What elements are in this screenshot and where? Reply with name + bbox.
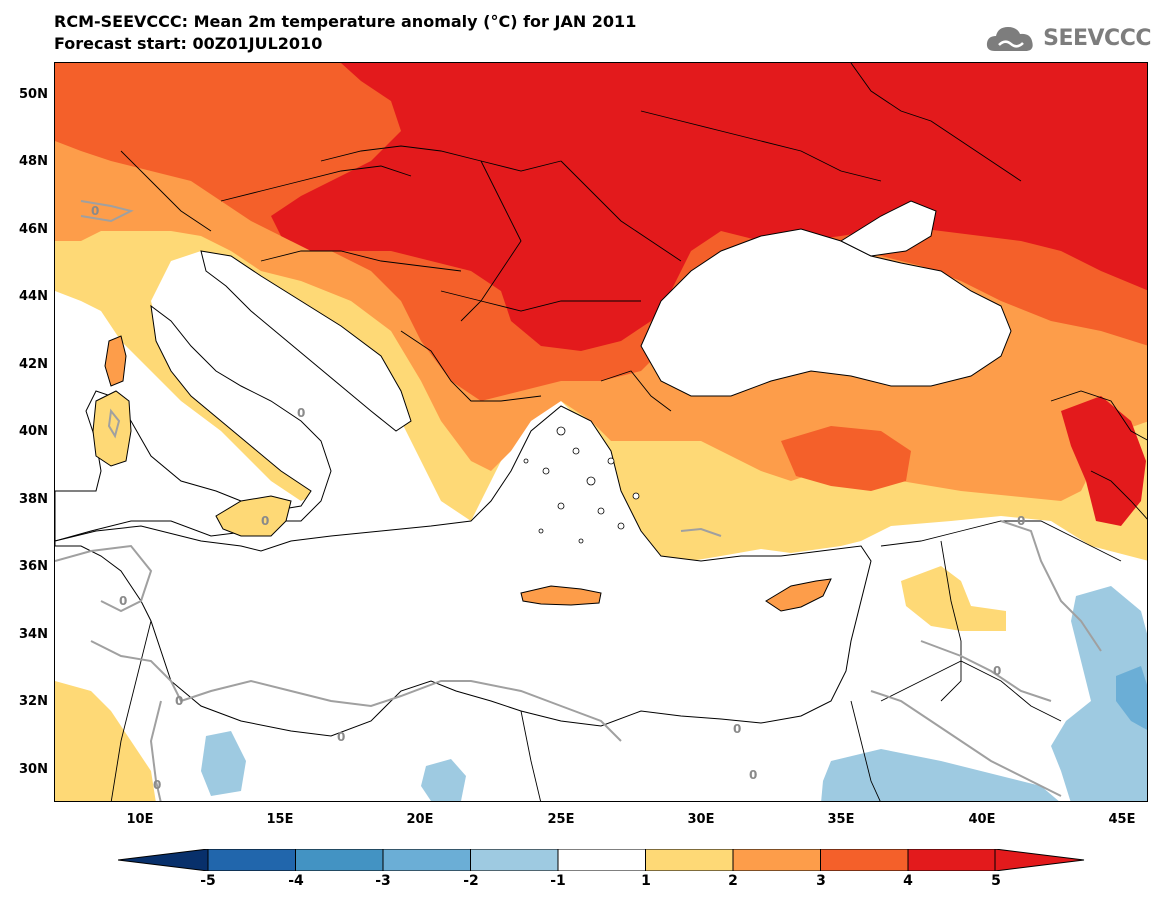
contour-label: 0	[1017, 514, 1025, 528]
crete-island	[520, 585, 602, 606]
colorbar-segment	[295, 849, 384, 871]
adriatic-sea	[200, 250, 412, 432]
zero-contours	[55, 200, 1102, 801]
lat-label: 30N	[19, 762, 48, 777]
contour-labels: 0 0 0 0 0 0 0 0 0 0 0	[91, 204, 1025, 792]
sardinia-island	[92, 390, 132, 467]
contour-label: 0	[153, 778, 161, 792]
mediterranean-sea	[55, 304, 332, 542]
lat-label: 44N	[19, 289, 48, 304]
colorbar-label: -4	[288, 873, 304, 889]
aegean-islands	[523, 426, 640, 544]
contour-label: 0	[749, 768, 757, 782]
sea-of-azov	[839, 200, 937, 257]
contour-label: 0	[175, 694, 183, 708]
contour-label: 0	[91, 204, 99, 218]
lon-label: 25E	[547, 812, 575, 827]
anomaly-map: 0 0 0 0 0 0 0 0 0 0 0	[54, 62, 1148, 802]
anomaly-patch-libya	[55, 681, 156, 801]
lat-label: 34N	[19, 627, 48, 642]
anomaly-patch-syria	[901, 566, 1006, 631]
colorbar-label: 3	[816, 873, 826, 889]
logo-text: SEEVCCC	[1043, 25, 1151, 51]
lon-label: 20E	[406, 812, 434, 827]
colorbar-extend-low	[118, 849, 209, 871]
colorbar-label: 2	[728, 873, 738, 889]
anomaly-band-neg-1-2b	[821, 749, 1059, 801]
colorbar-extend-high	[907, 849, 996, 871]
contour-label: 0	[733, 722, 741, 736]
contour-label: 0	[119, 594, 127, 608]
anomaly-map-svg: 0 0 0 0 0 0 0 0 0 0 0	[55, 63, 1147, 801]
colorbar-label: 5	[991, 873, 1001, 889]
cyprus-island	[765, 578, 832, 612]
contour-label: 0	[337, 730, 345, 744]
anomaly-band-neg-1-2c	[201, 731, 246, 796]
colorbar-segment	[645, 849, 734, 871]
contour-label: 0	[297, 406, 305, 420]
lat-label: 38N	[19, 492, 48, 507]
colorbar-label: 4	[903, 873, 913, 889]
colorbar-extend-high-tip	[994, 849, 1085, 871]
map-subtitle: Forecast start: 00Z01JUL2010	[54, 34, 323, 53]
lat-label: 36N	[19, 559, 48, 574]
lat-label: 40N	[19, 424, 48, 439]
seevccc-logo: SEEVCCC	[985, 22, 1151, 54]
black-sea	[640, 228, 1012, 397]
colorbar-segment	[207, 849, 296, 871]
lat-label: 42N	[19, 357, 48, 372]
lon-label: 15E	[266, 812, 294, 827]
colorbar-segment	[382, 849, 471, 871]
contour-label: 0	[261, 514, 269, 528]
colorbar-label: -1	[550, 873, 566, 889]
colorbar-label: -5	[200, 873, 216, 889]
colorbar-segment	[470, 849, 559, 871]
anomaly-band-neg-1-2d	[421, 759, 466, 801]
lon-label: 35E	[827, 812, 855, 827]
colorbar-label: -3	[375, 873, 391, 889]
anomaly-band-neg-1-2	[1051, 586, 1147, 801]
colorbar-segment	[732, 849, 821, 871]
sicily-island	[215, 495, 292, 537]
lat-label: 32N	[19, 694, 48, 709]
cloud-icon	[987, 27, 1033, 51]
lat-label: 46N	[19, 222, 48, 237]
lon-label: 40E	[968, 812, 996, 827]
colorbar-segment	[820, 849, 909, 871]
lat-label: 50N	[19, 87, 48, 102]
anomaly-patch-central-turkey	[781, 426, 911, 491]
anomaly-band-4-5	[271, 63, 1147, 351]
colorbar-label: -2	[463, 873, 479, 889]
corsica-island	[104, 335, 127, 387]
lon-label: 30E	[687, 812, 715, 827]
lon-label: 10E	[126, 812, 154, 827]
country-borders	[110, 63, 1147, 801]
contour-label: 0	[993, 664, 1001, 678]
anomaly-patch-east-turkey	[1061, 396, 1146, 526]
colorbar-label: 1	[641, 873, 651, 889]
anomaly-band-neg-2-3	[1116, 666, 1147, 730]
colorbar	[118, 849, 1085, 871]
map-title: RCM-SEEVCCC: Mean 2m temperature anomaly…	[54, 12, 637, 31]
colorbar-segment	[557, 849, 646, 871]
lon-label: 45E	[1108, 812, 1136, 827]
east-mediterranean	[55, 405, 872, 737]
lat-label: 48N	[19, 154, 48, 169]
